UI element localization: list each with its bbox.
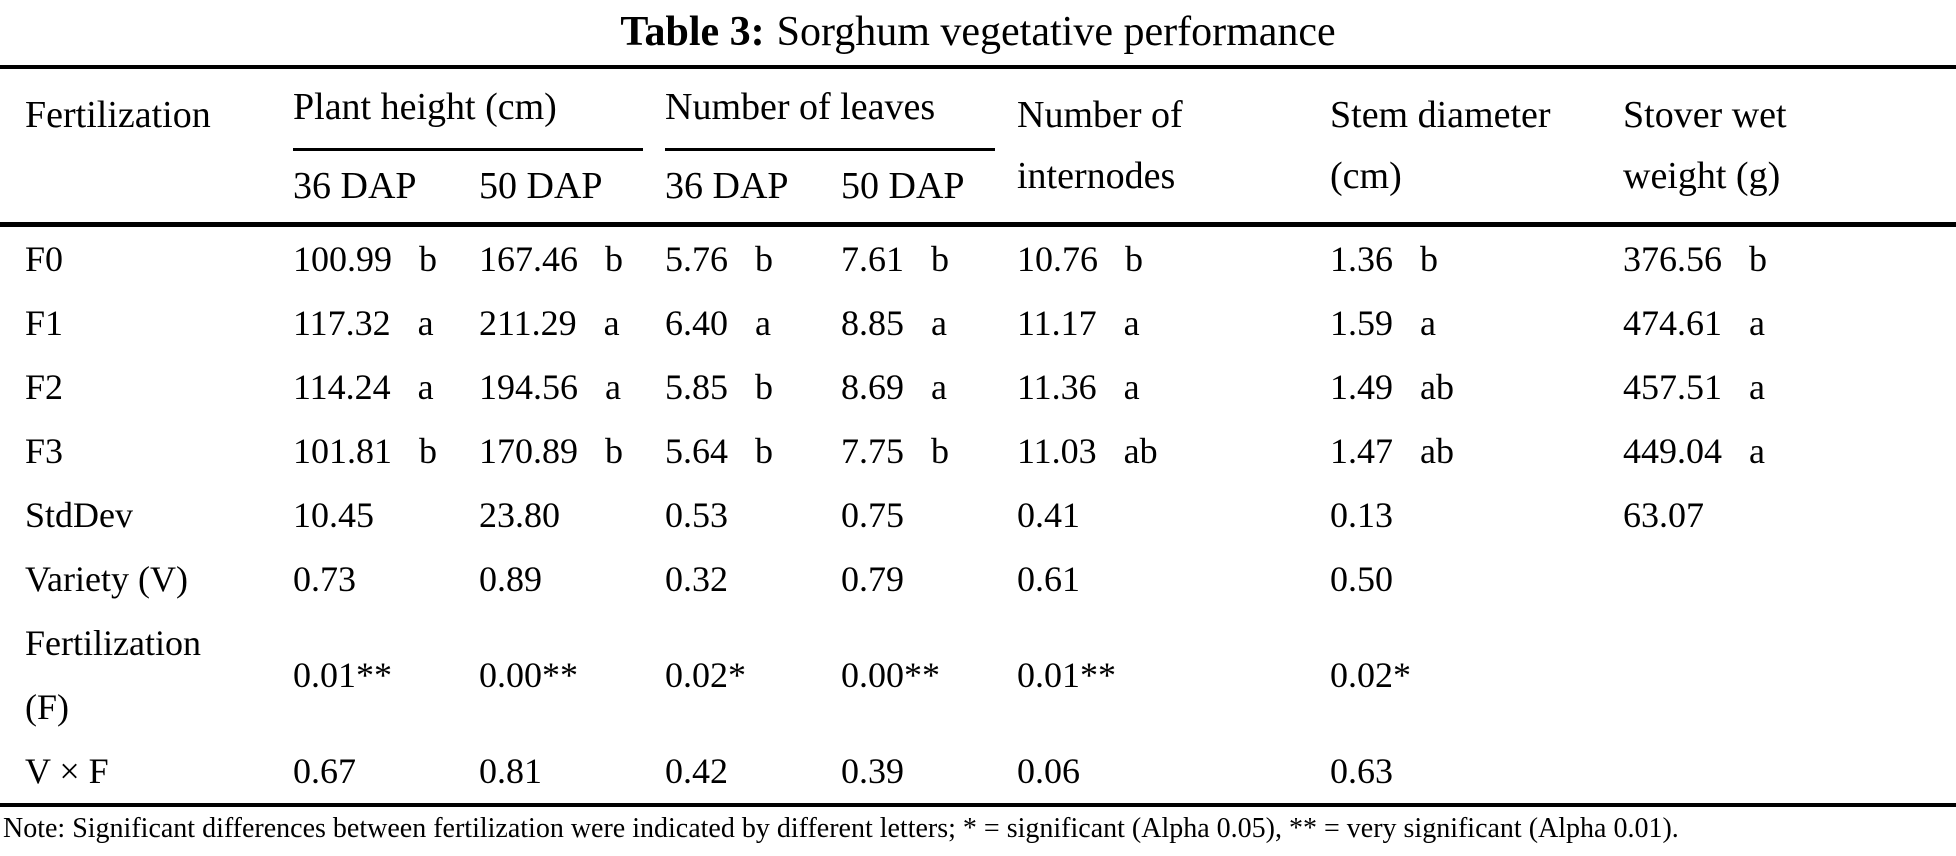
- table-cell: 6.40 a: [665, 302, 771, 343]
- column-header-stover-weight: Stover wet weight (g): [1623, 67, 1956, 227]
- table-cell: 0.73: [293, 558, 356, 599]
- table-row-stddev: StdDev 10.45 23.80 0.53 0.75 0.41 0.13 6…: [0, 483, 1956, 547]
- table-cell: 211.29 a: [479, 302, 620, 343]
- table-cell: 23.80: [479, 494, 560, 535]
- row-label: Fertilization (F): [25, 622, 201, 727]
- table-cell: 0.01**: [293, 654, 392, 695]
- table-header: Fertilization Plant height (cm) Number o…: [0, 67, 1956, 227]
- table-cell: 0.75: [841, 494, 904, 535]
- table-cell: 0.61: [1017, 558, 1080, 599]
- table-title: Table 3: Sorghum vegetative performance: [0, 0, 1956, 65]
- table-cell: 5.76 b: [665, 238, 773, 279]
- table-cell: 167.46 b: [479, 238, 623, 279]
- column-header-fertilization: Fertilization: [0, 67, 293, 227]
- table-cell: 11.36 a: [1017, 366, 1140, 407]
- table-cell: 1.47 ab: [1330, 430, 1454, 471]
- table-cell: 0.67: [293, 738, 479, 807]
- table-cell: 0.41: [1017, 494, 1080, 535]
- table-cell: 0.00**: [841, 654, 940, 695]
- table-cell: [1623, 547, 1956, 611]
- table-cell: 1.49 ab: [1330, 366, 1454, 407]
- header-row-2: 36 DAP 50 DAP 36 DAP 50 DAP: [0, 151, 1956, 227]
- table-number-label: Table 3:: [620, 9, 765, 55]
- table-row-f2: F2 114.24 a 194.56 a 5.85 b 8.69 a 11.36…: [0, 355, 1956, 419]
- table-cell: 10.45: [293, 494, 374, 535]
- subheader-ph-36dap: 36 DAP: [293, 151, 479, 227]
- table-cell: 10.76 b: [1017, 238, 1143, 279]
- table-cell: 0.00**: [479, 654, 578, 695]
- table-cell: 0.02*: [665, 654, 746, 695]
- table-cell: 5.64 b: [665, 430, 773, 471]
- column-group-plant-height: Plant height (cm): [293, 67, 665, 151]
- table-cell: 457.51 a: [1623, 366, 1765, 407]
- subheader-ph-50dap: 50 DAP: [479, 151, 665, 227]
- table-cell: 63.07: [1623, 494, 1704, 535]
- table-row-variety: Variety (V) 0.73 0.89 0.32 0.79 0.61 0.5…: [0, 547, 1956, 611]
- table-cell: 474.61 a: [1623, 302, 1765, 343]
- table-cell: [1623, 738, 1956, 807]
- table-cell: 0.39: [841, 738, 1017, 807]
- table-cell: 117.32 a: [293, 302, 434, 343]
- table-cell: 7.61 b: [841, 238, 949, 279]
- table-cell: 0.81: [479, 738, 665, 807]
- table-cell: 7.75 b: [841, 430, 949, 471]
- row-label: F0: [25, 238, 64, 279]
- table-cell: 0.01**: [1017, 654, 1116, 695]
- table-row-f1: F1 117.32 a 211.29 a 6.40 a 8.85 a 11.17…: [0, 291, 1956, 355]
- plant-height-spanner: Plant height (cm): [293, 85, 643, 151]
- table-cell: 11.03 ab: [1017, 430, 1158, 471]
- table-cell: 5.85 b: [665, 366, 773, 407]
- header-row-1: Fertilization Plant height (cm) Number o…: [0, 67, 1956, 227]
- table-footnote: Note: Significant differences between fe…: [3, 812, 1679, 844]
- table-cell: 0.06: [1017, 738, 1330, 807]
- table-cell: 114.24 a: [293, 366, 434, 407]
- table-row-vxf: V × F 0.67 0.81 0.42 0.39 0.06 0.63: [0, 738, 1956, 807]
- table-cell: 0.02*: [1330, 654, 1411, 695]
- row-label: StdDev: [25, 494, 133, 535]
- column-header-internodes: Number of internodes: [1017, 67, 1330, 227]
- subheader-nl-50dap: 50 DAP: [841, 151, 1017, 227]
- table-row-fertilization: Fertilization (F) 0.01** 0.00** 0.02* 0.…: [0, 611, 1956, 739]
- table-row-f3: F3 101.81 b 170.89 b 5.64 b 7.75 b 11.03…: [0, 419, 1956, 483]
- table-cell: 8.69 a: [841, 366, 947, 407]
- table-cell: 0.13: [1330, 494, 1393, 535]
- table-title-text: Sorghum vegetative performance: [776, 9, 1336, 55]
- column-header-stem-diameter: Stem diameter (cm): [1330, 67, 1623, 227]
- subheader-nl-36dap: 36 DAP: [665, 151, 841, 227]
- table-cell: 1.59 a: [1330, 302, 1436, 343]
- table-cell: 11.17 a: [1017, 302, 1140, 343]
- table-cell: 0.63: [1330, 738, 1623, 807]
- table-cell: 101.81 b: [293, 430, 437, 471]
- table-cell: 0.50: [1330, 558, 1393, 599]
- table-cell: 194.56 a: [479, 366, 621, 407]
- table-row-f0: F0 100.99 b 167.46 b 5.76 b 7.61 b 10.76…: [0, 224, 1956, 291]
- row-label: Variety (V): [25, 558, 188, 599]
- table-cell: 449.04 a: [1623, 430, 1765, 471]
- table-cell: 0.42: [665, 738, 841, 807]
- table-cell: 0.53: [665, 494, 728, 535]
- table-cell: 0.79: [841, 558, 904, 599]
- number-of-leaves-spanner: Number of leaves: [665, 85, 995, 151]
- column-group-number-of-leaves: Number of leaves: [665, 67, 1017, 151]
- table-cell: 376.56 b: [1623, 238, 1767, 279]
- table-cell: 0.89: [479, 558, 542, 599]
- table-body: F0 100.99 b 167.46 b 5.76 b 7.61 b 10.76…: [0, 224, 1956, 807]
- sorghum-performance-table: Fertilization Plant height (cm) Number o…: [0, 65, 1956, 807]
- table-cell: 8.85 a: [841, 302, 947, 343]
- table-cell: [1623, 611, 1956, 739]
- table-cell: 170.89 b: [479, 430, 623, 471]
- table-cell: 1.36 b: [1330, 238, 1438, 279]
- row-label: F2: [25, 366, 64, 407]
- table-cell: 100.99 b: [293, 238, 437, 279]
- row-label: F1: [25, 302, 64, 343]
- table-cell: 0.32: [665, 558, 728, 599]
- row-label: V × F: [0, 738, 293, 807]
- row-label: F3: [25, 430, 64, 471]
